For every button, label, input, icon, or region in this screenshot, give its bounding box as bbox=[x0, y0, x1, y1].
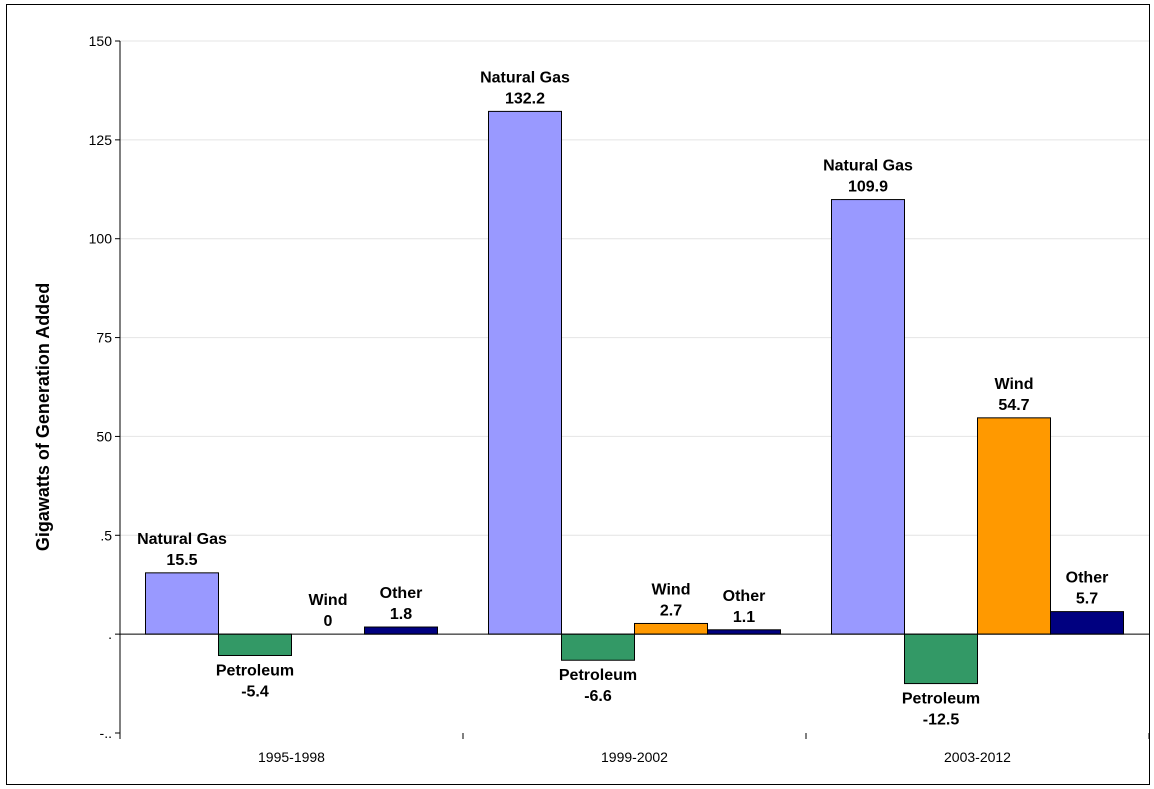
data-label-name-other: Other bbox=[723, 588, 766, 605]
y-tick-label: -.. bbox=[100, 725, 112, 741]
bar-petroleum bbox=[218, 633, 292, 656]
data-labels: Natural Gas 15.5 Petroleum -5.4 Wind 0 Other 1.… bbox=[137, 69, 1108, 728]
data-label-value-wind: 54.7 bbox=[998, 397, 1029, 414]
data-label-name-wind: Wind bbox=[995, 376, 1034, 393]
y-tick-label: .5 bbox=[100, 527, 112, 543]
y-tick-label: 50 bbox=[96, 428, 112, 444]
data-label-name-natural-gas: Natural Gas bbox=[480, 69, 570, 86]
bar-petroleum bbox=[561, 633, 635, 661]
data-label-value-other: 1.1 bbox=[733, 609, 755, 626]
bar-natural-gas bbox=[831, 199, 905, 635]
data-label-value-natural-gas: 132.2 bbox=[505, 90, 545, 107]
data-label-value-wind: 0 bbox=[324, 613, 333, 630]
data-label-value-petroleum: -12.5 bbox=[923, 712, 960, 729]
bar-other bbox=[364, 626, 438, 635]
bar-natural-gas bbox=[488, 110, 562, 635]
x-tick-label: 1995-1998 bbox=[258, 749, 325, 765]
data-label-name-wind: Wind bbox=[309, 592, 348, 609]
data-label-name-natural-gas: Natural Gas bbox=[823, 158, 913, 175]
bar-wind bbox=[977, 417, 1051, 635]
data-label-value-other: 1.8 bbox=[390, 606, 412, 623]
data-label-value-other: 5.7 bbox=[1076, 591, 1098, 608]
bar-chart: 150 125 100 75 50 .5. -.. 1995-1998 1999-2002 20… bbox=[33, 33, 1150, 765]
data-label-name-natural-gas: Natural Gas bbox=[137, 531, 227, 548]
data-label-value-petroleum: -6.6 bbox=[584, 688, 612, 705]
data-label-name-petroleum: Petroleum bbox=[216, 662, 294, 679]
bar-other bbox=[707, 629, 781, 635]
data-label-value-wind: 2.7 bbox=[660, 602, 682, 619]
data-label-name-petroleum: Petroleum bbox=[902, 691, 980, 708]
bar-other bbox=[1050, 611, 1124, 635]
bars bbox=[145, 110, 1124, 685]
data-label-name-wind: Wind bbox=[652, 581, 691, 598]
y-tick-label: 100 bbox=[89, 231, 113, 247]
y-tick-labels: 150 125 100 75 50 .5. -.. bbox=[89, 33, 113, 741]
y-axis-label: Gigawatts of Generation Added bbox=[33, 283, 53, 551]
x-tick-label: 1999-2002 bbox=[601, 749, 668, 765]
data-label-name-petroleum: Petroleum bbox=[559, 667, 637, 684]
bar-petroleum bbox=[904, 633, 978, 685]
y-tick-label: 150 bbox=[89, 33, 113, 49]
y-tick-label: . bbox=[108, 626, 112, 642]
x-tick-labels: 1995-1998 1999-2002 2003-2012 bbox=[258, 749, 1011, 765]
data-label-value-petroleum: -5.4 bbox=[241, 683, 269, 700]
x-tick-label: 2003-2012 bbox=[944, 749, 1011, 765]
data-label-value-natural-gas: 109.9 bbox=[848, 179, 888, 196]
data-label-value-natural-gas: 15.5 bbox=[166, 552, 197, 569]
axes bbox=[115, 40, 1150, 739]
data-label-name-other: Other bbox=[1066, 570, 1109, 587]
chart-frame: 150 125 100 75 50 .5. -.. 1995-1998 1999-2002 20… bbox=[6, 4, 1150, 785]
y-tick-label: 75 bbox=[96, 330, 112, 346]
y-tick-label: 125 bbox=[89, 132, 113, 148]
gridlines bbox=[120, 40, 1149, 536]
bar-wind bbox=[634, 622, 708, 635]
bar-natural-gas bbox=[145, 572, 219, 635]
data-label-name-other: Other bbox=[380, 585, 423, 602]
